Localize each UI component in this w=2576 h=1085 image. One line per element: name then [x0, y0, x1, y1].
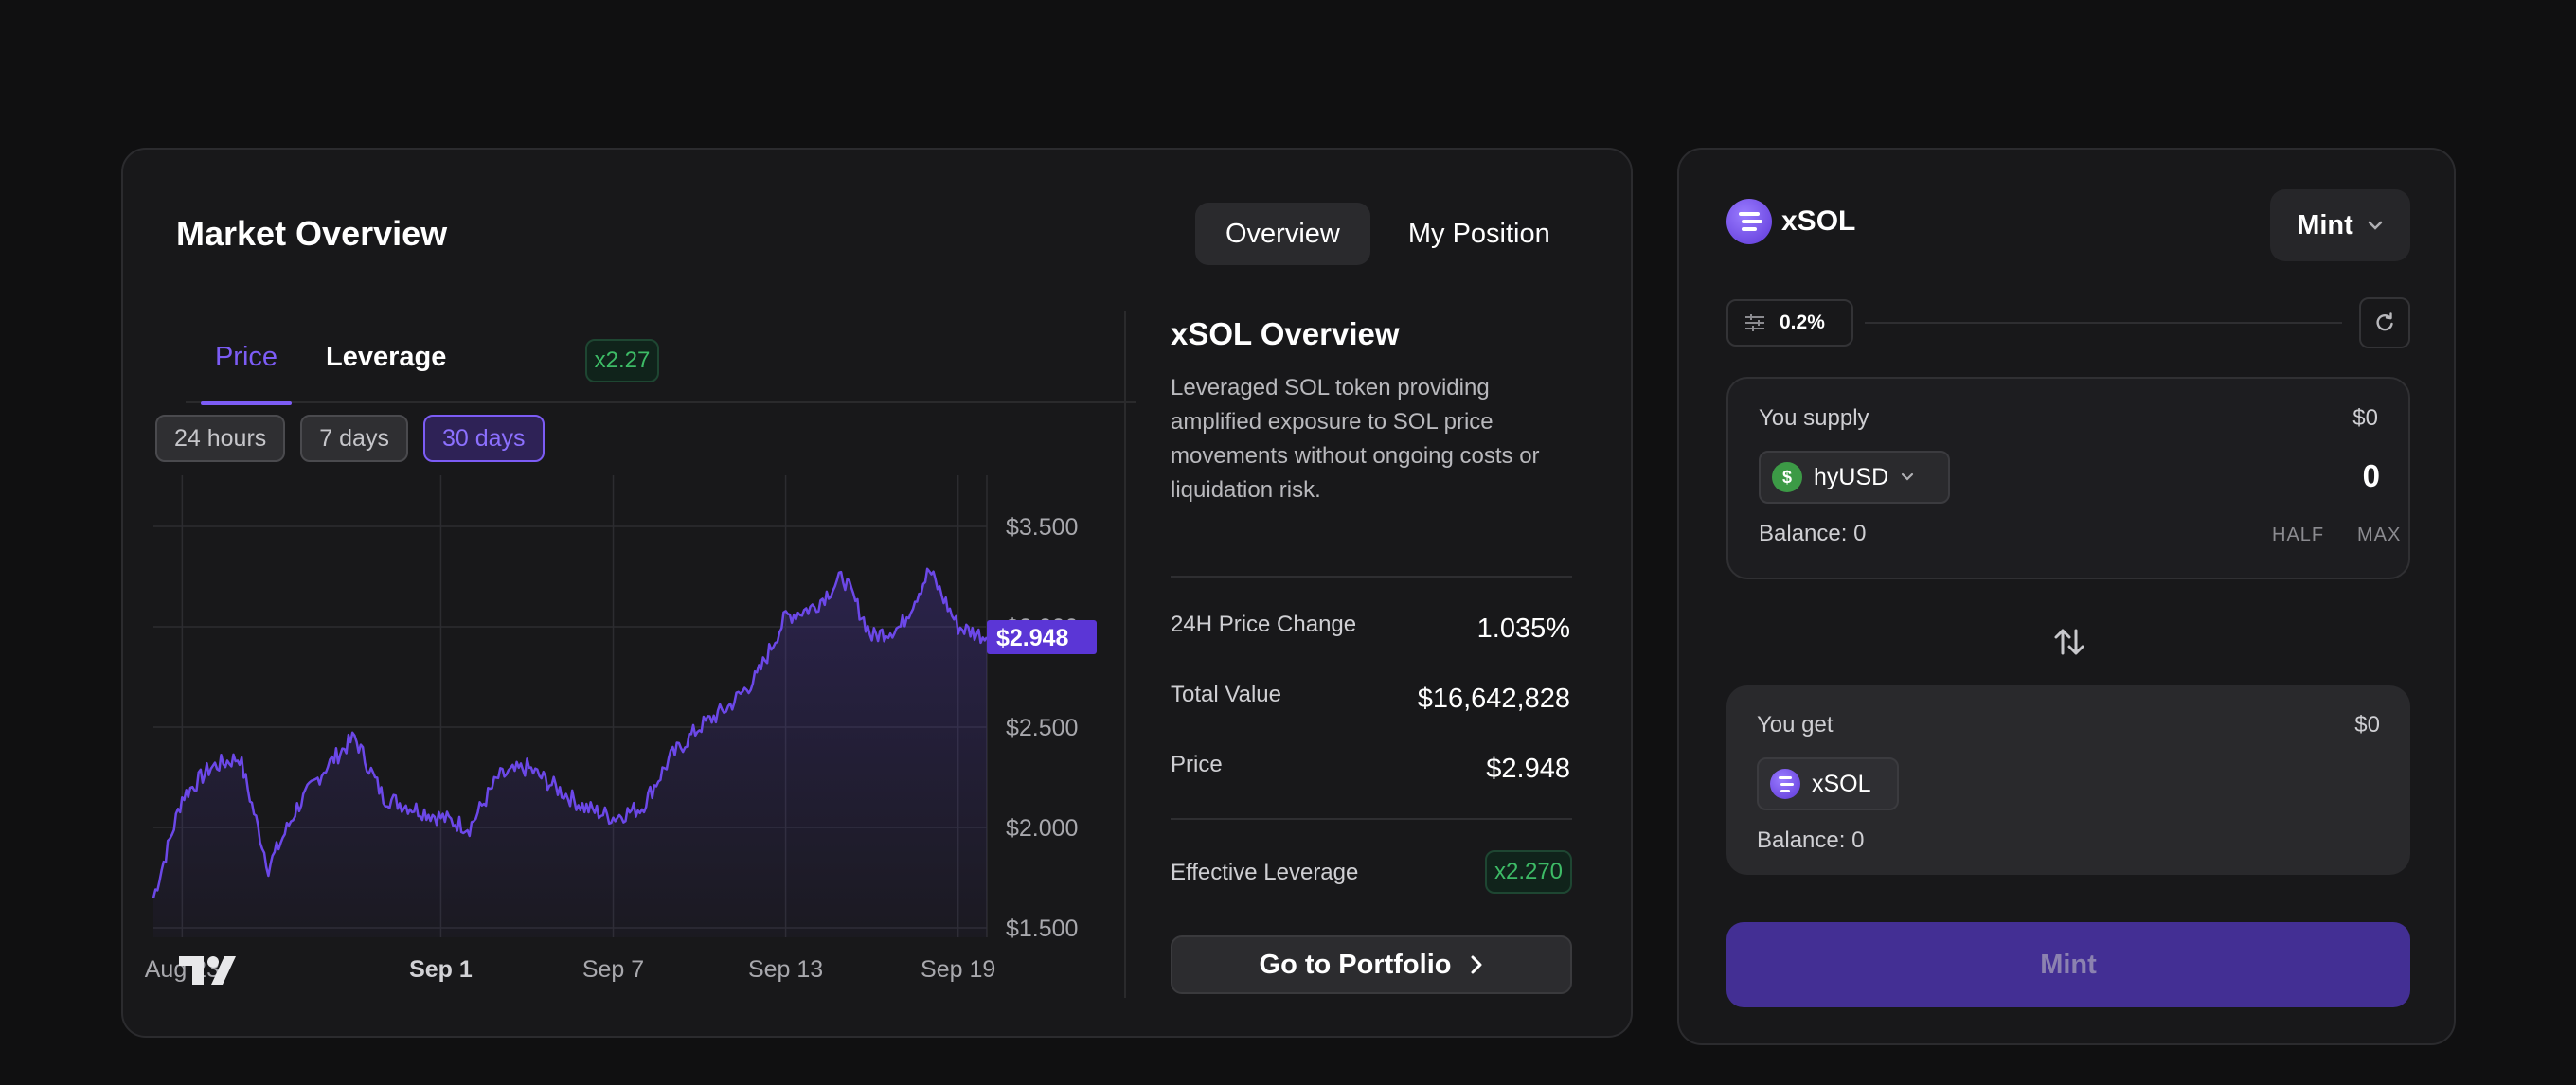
- tab-leverage[interactable]: Leverage: [326, 341, 447, 372]
- get-token-name: xSOL: [1812, 770, 1871, 797]
- stat-label-price: Price: [1171, 752, 1223, 777]
- market-overview-card: Market Overview Overview My Position Pri…: [121, 148, 1633, 1038]
- mode-select-value: Mint: [2297, 209, 2353, 240]
- stat-value-total-value: $16,642,828: [1417, 684, 1570, 714]
- range-7d-button[interactable]: 7 days: [300, 415, 408, 462]
- tab-my-position[interactable]: My Position: [1407, 218, 1550, 249]
- y-tick-label: $1.500: [1006, 916, 1078, 942]
- xsol-token-icon: [1726, 199, 1772, 244]
- go-to-portfolio-label: Go to Portfolio: [1259, 949, 1452, 980]
- supply-label: You supply: [1759, 405, 1869, 431]
- get-token-display: xSOL: [1757, 757, 1899, 810]
- get-balance: Balance: 0: [1757, 827, 1865, 853]
- max-button[interactable]: MAX: [2357, 525, 2402, 545]
- overview-description: Leveraged SOL token providing amplified …: [1171, 375, 1540, 503]
- refresh-icon: [2376, 312, 2393, 331]
- chevron-down-icon: [2368, 221, 2383, 230]
- chart-tabs: Price Leverage x2.27: [186, 311, 1136, 405]
- supply-amount-input[interactable]: [2191, 458, 2380, 494]
- swap-card: xSOL Mint 0.2% You supply $0 $ hyUSD Bal…: [1677, 148, 2456, 1045]
- x-tick-label: Sep 19: [921, 956, 995, 983]
- stat-value-price: $2.948: [1486, 754, 1570, 784]
- go-to-portfolio-button[interactable]: Go to Portfolio: [1171, 935, 1572, 994]
- slippage-setting-button[interactable]: 0.2%: [1726, 299, 1853, 347]
- get-usd-value: $0: [2354, 712, 2380, 738]
- receive-panel: You get $0 xSOL Balance: 0: [1726, 685, 2410, 875]
- page-title: Market Overview: [176, 214, 448, 253]
- price-line: [152, 567, 989, 898]
- y-tick-label: $2.500: [1006, 715, 1078, 741]
- price-chart[interactable]: $3.500$3.000$2.500$2.000$1.500 Aug 23Sep…: [145, 475, 1161, 1024]
- leverage-badge: x2.27: [585, 339, 659, 382]
- effective-leverage-label: Effective Leverage: [1171, 860, 1359, 885]
- view-switch: Overview My Position: [1195, 203, 1581, 265]
- divider: [1124, 311, 1126, 998]
- x-tick-label: Sep 7: [582, 956, 644, 983]
- time-range-selector: 24 hours 7 days 30 days: [155, 415, 545, 462]
- token-header: xSOL: [1726, 199, 1855, 244]
- refresh-button[interactable]: [2359, 297, 2410, 348]
- x-tick-label: Sep 13: [748, 956, 823, 983]
- hyusd-token-icon: $: [1772, 462, 1802, 492]
- stat-label-price-change: 24H Price Change: [1171, 612, 1357, 637]
- mode-select[interactable]: Mint: [2270, 189, 2410, 261]
- y-tick-label: $3.500: [1006, 514, 1078, 541]
- supply-token-select[interactable]: $ hyUSD: [1759, 451, 1950, 504]
- supply-panel: You supply $0 $ hyUSD Balance: 0 HALF MA…: [1726, 377, 2410, 579]
- xsol-token-icon: [1770, 769, 1800, 799]
- get-label: You get: [1757, 712, 1834, 738]
- chevron-down-icon: [1902, 472, 1914, 481]
- y-tick-label: $2.000: [1006, 815, 1078, 842]
- x-tick-label: Sep 1: [409, 956, 473, 983]
- current-price-label: $2.948: [996, 625, 1069, 651]
- range-24h-button[interactable]: 24 hours: [155, 415, 286, 462]
- mint-button[interactable]: Mint: [1726, 922, 2410, 1007]
- token-name: xSOL: [1781, 205, 1856, 237]
- effective-leverage-badge: x2.270: [1485, 850, 1572, 894]
- stat-label-total-value: Total Value: [1171, 682, 1281, 707]
- chevron-right-icon: [1471, 955, 1482, 974]
- divider: [1171, 576, 1572, 578]
- divider: [1865, 322, 2342, 324]
- supply-token-name: hyUSD: [1814, 463, 1889, 490]
- current-price-marker: $2.948: [987, 620, 1097, 655]
- swap-direction-icon[interactable]: [2050, 623, 2088, 661]
- sliders-icon: [1745, 314, 1764, 331]
- price-area: [153, 568, 987, 937]
- slippage-value: 0.2%: [1780, 311, 1825, 333]
- supply-balance: Balance: 0: [1759, 521, 1867, 546]
- stat-value-price-change: 1.035%: [1476, 614, 1570, 644]
- overview-title: xSOL Overview: [1171, 316, 1400, 351]
- tab-overview[interactable]: Overview: [1195, 203, 1370, 265]
- supply-usd-value: $0: [2352, 405, 2378, 431]
- tab-price[interactable]: Price: [201, 311, 292, 405]
- tradingview-logo-icon: [179, 956, 236, 985]
- half-button[interactable]: HALF: [2272, 525, 2325, 545]
- range-30d-button[interactable]: 30 days: [422, 415, 545, 462]
- divider: [1171, 818, 1572, 820]
